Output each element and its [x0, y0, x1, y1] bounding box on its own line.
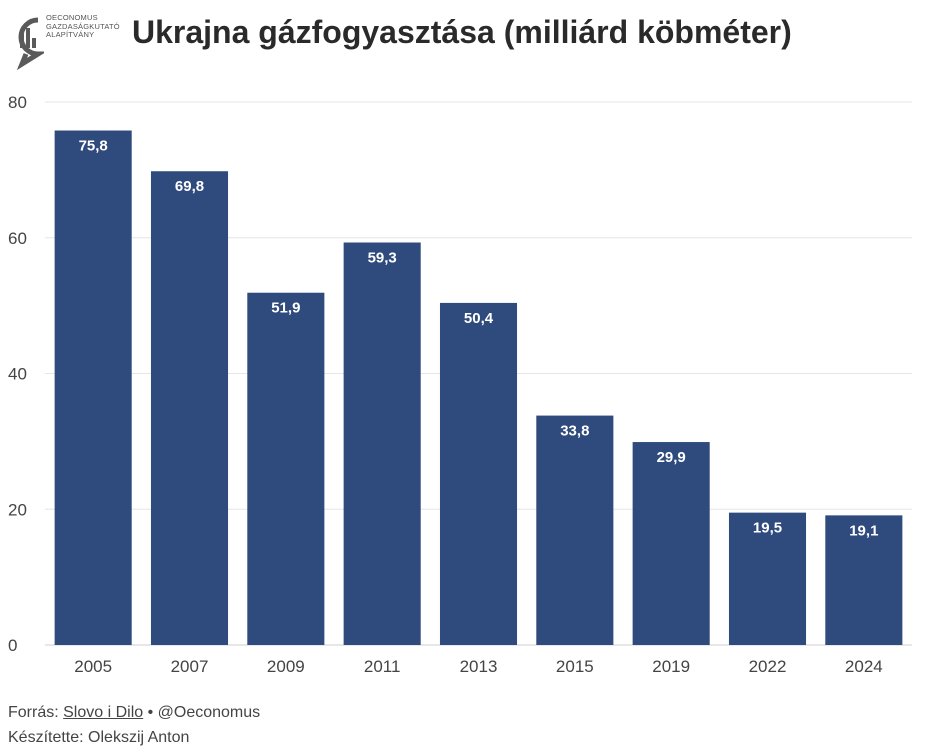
x-tick-label: 2024	[845, 657, 883, 676]
footer: Forrás: Slovo i Dilo • @Oeconomus Készít…	[8, 700, 260, 750]
data-label: 51,9	[271, 300, 300, 317]
data-label: 75,8	[79, 138, 108, 155]
oeconomus-logo-icon	[16, 17, 47, 71]
source-prefix: Forrás:	[8, 704, 64, 721]
logo-line-1: OECONOMUS	[46, 13, 98, 22]
logo-line-3: ALAPÍTVÁNY	[46, 30, 95, 39]
x-tick-label: 2007	[171, 657, 209, 676]
bar	[439, 302, 518, 645]
y-tick-label: 0	[8, 636, 17, 655]
data-label: 19,5	[753, 520, 782, 537]
logo-text: OECONOMUS GAZDASÁGKUTATÓ ALAPÍTVÁNY	[46, 13, 120, 40]
x-tick-label: 2011	[364, 657, 401, 676]
source-suffix: • @Oeconomus	[143, 704, 261, 721]
x-tick-label: 2022	[749, 657, 787, 676]
x-tick-label: 2019	[652, 657, 690, 676]
data-label: 19,1	[849, 522, 878, 539]
data-label: 33,8	[560, 423, 589, 440]
logo-line-2: GAZDASÁGKUTATÓ	[46, 21, 120, 31]
source-link[interactable]: Slovo i Dilo	[63, 704, 144, 721]
y-tick-label: 40	[8, 365, 27, 384]
chart-title: Ukrajna gázfogyasztása (milliárd köbméte…	[132, 14, 792, 50]
data-label: 29,9	[657, 449, 686, 466]
y-tick-label: 60	[8, 229, 27, 248]
data-label: 59,3	[368, 250, 397, 267]
bar	[54, 130, 132, 645]
data-label: 69,8	[175, 178, 204, 195]
bar	[632, 442, 710, 645]
author-line: Készítette: Olekszij Anton	[8, 729, 190, 746]
bar	[150, 171, 229, 646]
x-tick-label: 2015	[556, 657, 594, 676]
y-tick-label: 80	[8, 93, 27, 112]
source-line: Forrás: Slovo i Dilo • @Oeconomus	[8, 700, 260, 725]
bar	[343, 242, 421, 645]
data-label: 50,4	[464, 310, 494, 327]
x-tick-label: 2009	[267, 657, 305, 676]
x-tick-label: 2005	[74, 657, 112, 676]
bar	[247, 292, 325, 645]
bar-chart: 0 20 40 60 80 75,8 2005 69,8 2007 51,9 2009 59,3 201…	[8, 93, 912, 676]
y-tick-label: 20	[8, 500, 27, 519]
bar	[825, 515, 903, 645]
logo: OECONOMUS GAZDASÁGKUTATÓ ALAPÍTVÁNY	[8, 12, 128, 72]
bar	[536, 415, 614, 645]
bar	[728, 512, 807, 645]
x-tick-label: 2013	[460, 657, 498, 676]
